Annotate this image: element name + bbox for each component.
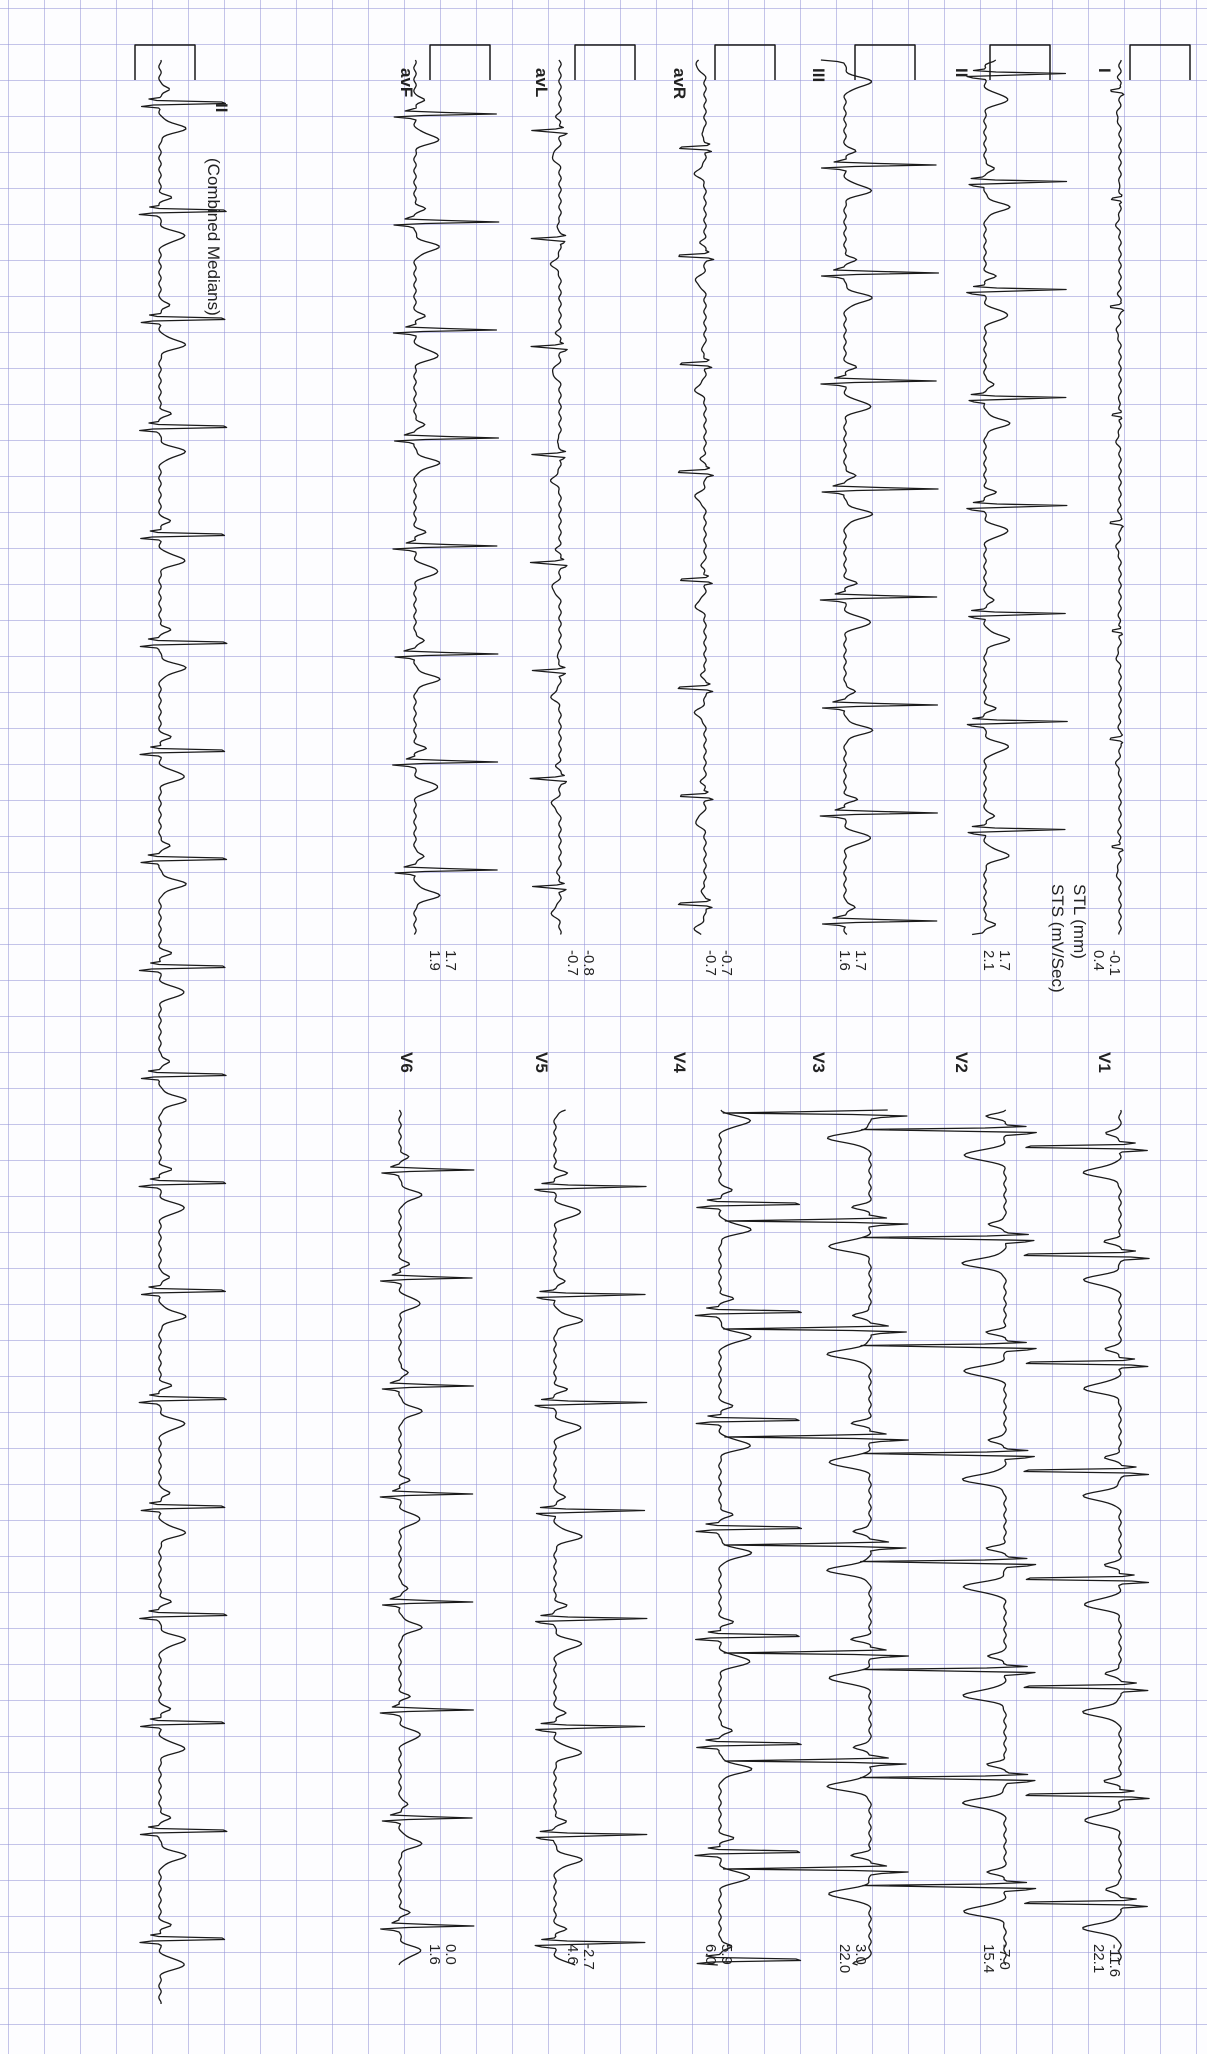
lead-label-aVR: avR [670, 68, 689, 100]
lead-label-aVF: avF [397, 68, 416, 98]
lead-label-V3: V3 [809, 1052, 828, 1073]
lead-label-I: I [1095, 68, 1114, 73]
measure-aVR: -0.7 -0.7 [702, 950, 735, 976]
calibration-pulse-6 [429, 44, 491, 80]
ecg-trace-V2 [860, 1109, 1037, 1966]
lead-label-V5: V5 [532, 1052, 551, 1073]
lead-label-V6: V6 [397, 1052, 416, 1073]
ecg-trace-aVF [392, 59, 500, 935]
calibration-pulse-5 [574, 44, 636, 80]
combined-medians-label: (Combined Medians) [204, 158, 223, 316]
measure-V2: -7.0 15.4 [980, 1944, 1013, 1974]
ecg-trace-V5 [534, 1109, 648, 1966]
calibration-pulse-3 [854, 44, 916, 80]
calibration-pulse-7 [134, 44, 196, 80]
ecg-trace-II [966, 59, 1068, 936]
ecg-trace-V3 [722, 1109, 910, 1966]
lead-label-rhythm-II: II [212, 103, 231, 113]
calibration-pulse-1 [1129, 44, 1191, 80]
ecg-trace-I [1109, 59, 1125, 935]
ecg-trace-aVL [529, 59, 568, 935]
ecg-trace-V6 [379, 1109, 475, 1966]
measure-aVF: 1.7 1.9 [426, 950, 459, 971]
lead-label-V4: V4 [670, 1052, 689, 1073]
measure-V5: -2.7 4.6 [564, 1944, 597, 1970]
st-level-label: STL (mm) [1070, 884, 1089, 959]
measure-III: 1.7 1.6 [836, 950, 869, 971]
measure-V6: 0.0 1.6 [426, 1944, 459, 1965]
measure-II: 1.7 2.1 [980, 950, 1013, 971]
calibration-pulse-2 [989, 44, 1051, 80]
calibration-pulse-4 [714, 44, 776, 80]
ecg-trace-V4 [694, 1109, 803, 1966]
measure-V4: 5.9 6.0 [702, 1944, 735, 1965]
measure-V3: 3.0 22.0 [836, 1944, 869, 1974]
ecg-trace-V1 [1023, 1109, 1150, 1966]
lead-label-II: II [952, 68, 971, 78]
measure-V1: -11.6 22.1 [1090, 1944, 1123, 1978]
st-slope-label: STS (mV/Sec) [1048, 884, 1067, 993]
lead-label-aVL: avL [532, 68, 551, 98]
measure-I: -0.1 0.4 [1090, 950, 1123, 976]
measure-aVL: -0.8 -0.7 [564, 950, 597, 976]
ecg-trace-III [819, 59, 940, 935]
ecg-trace-aVR [677, 59, 715, 936]
lead-label-III: III [809, 68, 828, 83]
ecg-trace-rhythm-II [138, 59, 228, 2005]
lead-label-V2: V2 [952, 1052, 971, 1073]
lead-label-V1: V1 [1095, 1052, 1114, 1073]
